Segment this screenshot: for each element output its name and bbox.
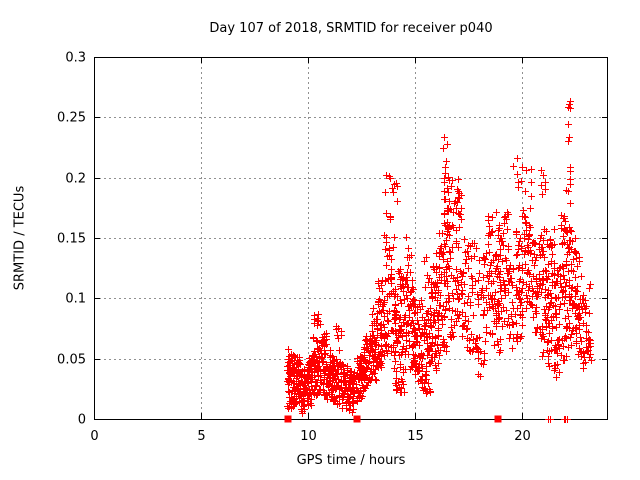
y-tick-label: 0.05: [57, 352, 86, 367]
x-tick-label: 0: [90, 429, 99, 444]
zero-square-marker: [353, 415, 361, 423]
y-tick-label: 0.2: [65, 171, 86, 186]
y-tick-label: 0.25: [57, 110, 86, 125]
y-tick-label: 0.3: [65, 50, 86, 65]
x-tick-label: 5: [197, 429, 206, 444]
x-tick-label: 15: [407, 429, 424, 444]
x-axis-label: GPS time / hours: [296, 453, 406, 468]
zero-line-markers: [284, 415, 502, 423]
scatter-points: [284, 98, 595, 423]
y-tick-label: 0.15: [57, 231, 86, 246]
grid-lines: [94, 57, 608, 419]
y-tick-label: 0.1: [65, 291, 86, 306]
y-tick-label: 0: [77, 412, 86, 427]
zero-square-marker: [284, 415, 292, 423]
chart-title: Day 107 of 2018, SRMTID for receiver p04…: [209, 21, 493, 36]
axis-tick-marks: [94, 57, 608, 420]
x-tick-label: 10: [300, 429, 317, 444]
x-tick-label: 20: [514, 429, 531, 444]
zero-square-marker: [494, 415, 502, 423]
